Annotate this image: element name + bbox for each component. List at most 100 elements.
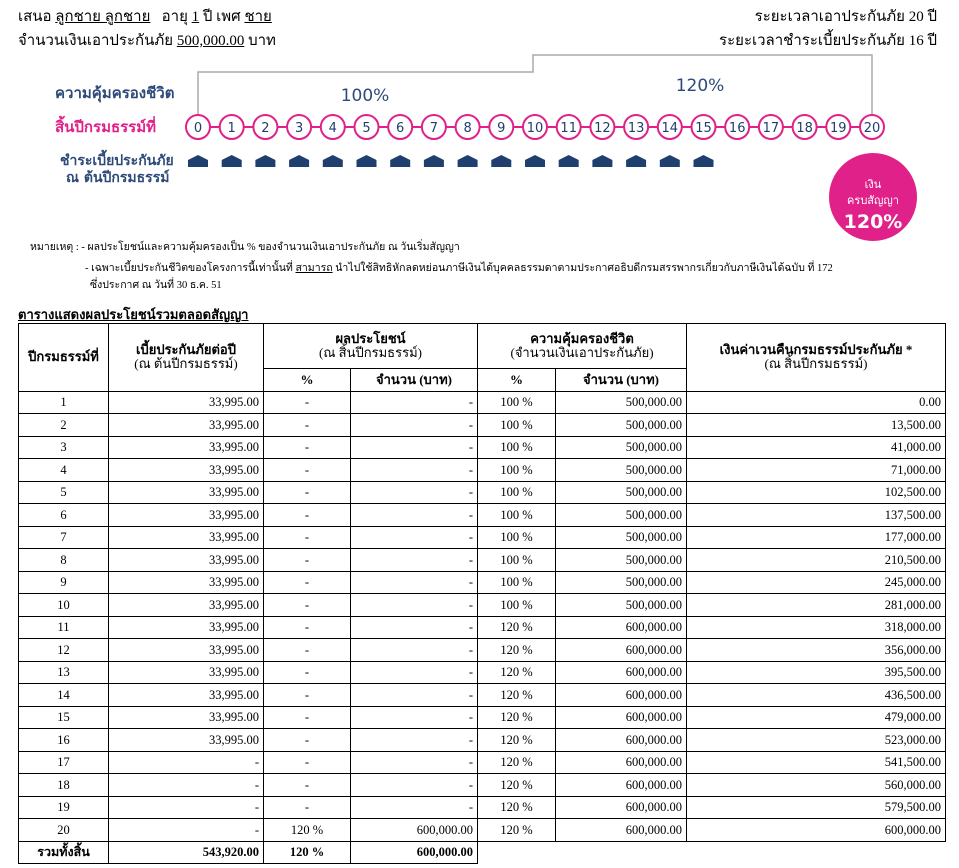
payment-label: ชำระเบี้ยประกันภัย: [60, 149, 174, 169]
year-circle: [522, 114, 548, 140]
cell: 33,995.00: [108, 435, 264, 459]
coverage-percent: 100%: [341, 86, 390, 106]
cell: 579,500.00: [686, 795, 947, 819]
year-number: 10: [527, 121, 544, 136]
row: 16 33,995.00- -120 % 600,000.00 523,000.00: [18, 728, 947, 752]
cell: 245,000.00: [686, 570, 947, 594]
cell: 7: [18, 525, 109, 549]
cell: 177,000.00: [686, 525, 947, 549]
insured-name: ลูกชาย ลูกชาย: [55, 9, 151, 25]
cell: -: [263, 615, 351, 639]
cell: 16: [18, 728, 109, 752]
cell: -: [108, 795, 264, 819]
header: ปีกรมธรรม์ที่: [28, 349, 99, 365]
cell: 33,995.00: [108, 458, 264, 482]
year-circle: [387, 114, 414, 140]
cell: -: [350, 480, 478, 504]
cell: 500,000.00: [554, 458, 688, 482]
cell: 600,000.00: [554, 683, 688, 707]
cell: 33,995.00: [108, 615, 264, 639]
row: 10 33,995.00- -100 % 500,000.00 281,000.00: [18, 593, 947, 617]
year-number: 11: [560, 121, 577, 136]
row: 4 33,995.00- -100 % 500,000.00 71,000.00: [18, 458, 947, 482]
cell: 9: [18, 570, 109, 594]
cell: 500,000.00: [554, 390, 688, 414]
header-sub: (ณ สิ้นปีกรมธรรม์): [319, 345, 422, 360]
cell: 2: [18, 413, 109, 437]
label: อายุ: [161, 9, 188, 25]
cell: -: [350, 750, 478, 774]
cell: -: [263, 503, 351, 527]
cell: -: [263, 638, 351, 662]
cell: 100 %: [477, 525, 556, 549]
cell: 18: [18, 773, 109, 797]
notes: หมายเหตุ : - ผลประโยชน์และความคุ้มครองเป…: [30, 238, 460, 255]
cell: -: [108, 750, 264, 774]
year-circle: [555, 114, 582, 140]
year-number: 15: [695, 121, 712, 136]
year-number: 14: [662, 121, 679, 136]
payment-icon: [423, 155, 444, 167]
sum-line: จำนวนเงินเอาประกันภัย 500,000.00 บาท: [18, 28, 276, 52]
payment-icon: [626, 155, 647, 167]
cell: 100 %: [477, 548, 556, 572]
cell: 600,000.00: [554, 818, 688, 842]
cell: 20: [18, 818, 109, 842]
cell: 13: [18, 660, 109, 684]
cell: -: [263, 435, 351, 459]
cell: -: [263, 683, 351, 707]
cell: -: [263, 728, 351, 752]
cell: -: [350, 390, 478, 414]
cell: -: [263, 593, 351, 617]
header-cell: ความคุ้มครองชีวิต (จำนวนเงินเอาประกันภัย): [476, 323, 688, 369]
cell: -: [263, 750, 351, 774]
proposal-line: เสนอ ลูกชาย ลูกชาย อายุ 1 ปี เพศ ชาย: [18, 4, 272, 28]
note-text: สามารถ: [295, 263, 333, 274]
maturity-percent: 120%: [844, 211, 903, 233]
payment-icon: [693, 155, 714, 167]
cell: 318,000.00: [686, 615, 947, 639]
row: 7 33,995.00- -100 % 500,000.00 177,000.00: [18, 525, 947, 549]
cell: -: [350, 570, 478, 594]
payment-icon: [322, 155, 343, 167]
cell: -: [350, 773, 478, 797]
cell: -: [263, 413, 351, 437]
year-circle: [589, 114, 616, 140]
payment-icon: [356, 155, 377, 167]
header: %: [263, 368, 351, 392]
cell: -: [263, 525, 351, 549]
cell: 33,995.00: [108, 705, 264, 729]
header-cell: เบี้ยประกันภัยต่อปี (ณ ต้นปีกรมธรรม์): [108, 323, 264, 392]
cell: 1: [18, 390, 109, 414]
cell: -: [350, 503, 478, 527]
cell: 120 %: [477, 795, 556, 819]
cell: 4: [18, 458, 109, 482]
cell: -: [350, 705, 478, 729]
row: 8 33,995.00- -100 % 500,000.00 210,500.00: [18, 548, 947, 572]
year-circle: [185, 114, 211, 140]
year-number: 18: [796, 121, 813, 136]
cell: 500,000.00: [554, 480, 688, 504]
cell: -: [108, 773, 264, 797]
cell: 523,000.00: [686, 728, 947, 752]
header: จำนวน (บาท): [554, 368, 688, 392]
cell: 10: [18, 593, 109, 617]
cell: 356,000.00: [686, 638, 947, 662]
header-cell: เงินค่าเวนคืนกรมธรรม์ประกันภัย * (ณ สิ้นป…: [686, 323, 947, 392]
year-circle: [488, 114, 515, 140]
year-circle: [319, 114, 346, 140]
cell: 8: [18, 548, 109, 572]
cell: -: [350, 728, 478, 752]
year-number: 0: [194, 121, 202, 136]
cell: 0.00: [686, 390, 947, 414]
cell: 15: [18, 705, 109, 729]
cell: 71,000.00: [686, 458, 947, 482]
cell: [478, 841, 556, 864]
year-number: 6: [396, 121, 404, 136]
cell: -: [350, 458, 478, 482]
cell: 210,500.00: [686, 548, 947, 572]
cell: 479,000.00: [686, 705, 947, 729]
label: เสนอ: [18, 9, 52, 25]
cell: -: [350, 615, 478, 639]
